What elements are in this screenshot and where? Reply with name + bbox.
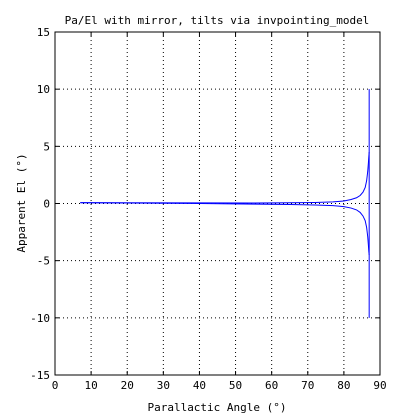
- y-tick-label: 0: [43, 198, 50, 211]
- y-tick-label: 10: [37, 83, 50, 96]
- chart-title: Pa/El with mirror, tilts via invpointing…: [65, 14, 370, 27]
- x-tick-label: 70: [301, 379, 314, 392]
- x-tick-label: 0: [52, 379, 59, 392]
- x-tick-label: 60: [265, 379, 278, 392]
- x-tick-label: 40: [193, 379, 206, 392]
- y-tick-label: 15: [37, 26, 50, 39]
- y-tick-label: -5: [37, 255, 50, 268]
- y-axis-label: Apparent El (°): [15, 153, 28, 252]
- y-tick-label: -10: [30, 312, 50, 325]
- x-tick-label: 30: [157, 379, 170, 392]
- x-tick-label: 80: [337, 379, 350, 392]
- y-tick-label: 5: [43, 140, 50, 153]
- x-tick-label: 10: [84, 379, 97, 392]
- x-tick-label: 20: [121, 379, 134, 392]
- x-tick-label: 50: [229, 379, 242, 392]
- x-tick-label: 90: [373, 379, 386, 392]
- x-axis-label: Parallactic Angle (°): [147, 401, 286, 414]
- y-tick-label: -15: [30, 369, 50, 382]
